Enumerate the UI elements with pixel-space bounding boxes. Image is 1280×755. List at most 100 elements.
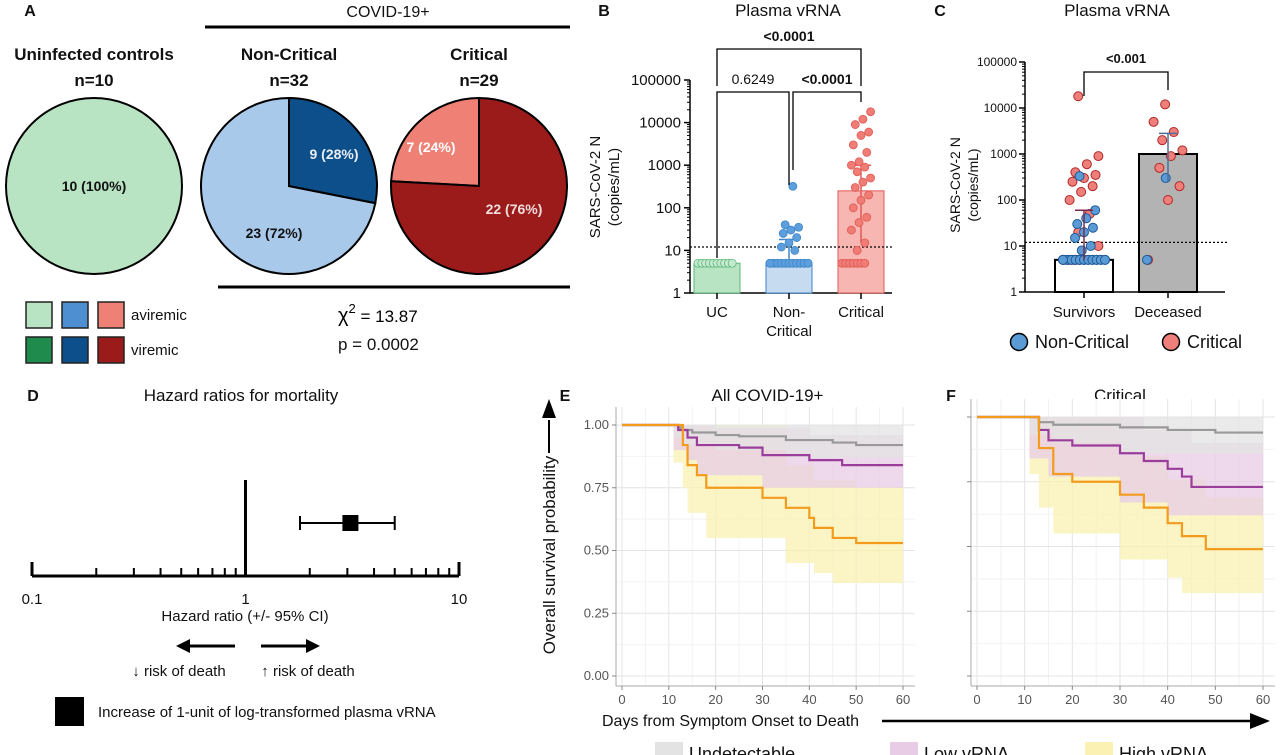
- data-point: [864, 127, 874, 137]
- panel-b: B Plasma vRNA 1 10 100 1000 10000 100000 SARS-Co…: [587, 1, 892, 340]
- covid-header: COVID-19+: [346, 4, 429, 21]
- data-point-noncritical: [1087, 222, 1098, 233]
- panel-label-f: F: [946, 388, 956, 405]
- x-tick-label: 30: [755, 692, 769, 707]
- data-point-noncritical: [1070, 232, 1081, 243]
- data-point: [780, 220, 790, 230]
- data-point-critical: [1064, 195, 1075, 205]
- lower-risk-label: ↓ risk of death: [132, 663, 225, 680]
- legend-swatch: [97, 336, 125, 364]
- panel-label-a: A: [24, 3, 36, 20]
- legend-label: Undetectable: [689, 744, 795, 755]
- y-tick-label: 1000: [648, 157, 681, 174]
- legend-swatch: [61, 336, 89, 364]
- legend-swatch: [25, 336, 53, 364]
- x-tick-label: Deceased: [1134, 304, 1202, 321]
- data-point: [860, 258, 870, 268]
- survival-line: [622, 423, 903, 545]
- data-point: [786, 225, 796, 235]
- data-point: [765, 258, 775, 268]
- data-point-noncritical: [1076, 245, 1087, 256]
- comparison-bracket: [792, 91, 862, 170]
- data-point: [862, 212, 872, 222]
- x-tick-label: 60: [896, 692, 910, 707]
- y-axis-label-2: (copies/mL): [965, 148, 981, 221]
- x-tick-label: 40: [1160, 692, 1174, 707]
- y-tick-label: 1000: [990, 147, 1017, 161]
- data-point: [858, 114, 868, 124]
- x-tick-label: Survivors: [1053, 304, 1116, 321]
- y-tick-label: 10000: [639, 115, 681, 132]
- data-point: [858, 177, 868, 187]
- pie-slice-label: 9 (28%): [309, 146, 358, 162]
- pie-slice-aviremic: [390, 96, 480, 188]
- data-point: [790, 245, 800, 255]
- pie-n: n=32: [269, 71, 308, 90]
- data-point: [852, 245, 862, 255]
- pie-title: Uninfected controls: [14, 45, 174, 64]
- x-tick-label: Critical: [838, 304, 884, 321]
- comparison-bracket: [716, 91, 790, 258]
- data-point-critical: [1154, 162, 1165, 173]
- y-axis-label-2: (copies/mL): [606, 148, 623, 226]
- pie-slice-label: 22 (76%): [486, 201, 543, 217]
- x-tick-label: 1: [241, 591, 249, 608]
- legend-label: High vRNA: [1119, 744, 1208, 755]
- comparison-p-value: <0.0001: [764, 28, 815, 44]
- data-point-noncritical: [1100, 254, 1110, 265]
- x-tick-label: 0: [618, 692, 625, 707]
- y-tick-label: 10: [664, 242, 681, 259]
- data-point-noncritical: [1142, 254, 1152, 265]
- legend-marker: [55, 697, 84, 726]
- data-point-critical: [1073, 91, 1084, 102]
- comparison-p-value: <0.0001: [802, 71, 853, 87]
- data-point: [778, 229, 788, 238]
- data-point: [847, 160, 856, 170]
- y-tick-label: 1.00: [584, 417, 609, 432]
- shared-x-axis: Overall survival probability Days from Sy…: [540, 399, 1270, 755]
- legend-swatch: [25, 301, 53, 329]
- chart-title: All COVID-19+: [712, 386, 824, 405]
- panel-c: C Plasma vRNA 1 10 100 1000 10000 100000 SARS-Co…: [934, 1, 1242, 352]
- pie-n: n=29: [459, 71, 498, 90]
- comparison-p-value: <0.001: [1106, 51, 1146, 66]
- data-point: [850, 183, 860, 192]
- y-tick-label: 0.75: [584, 480, 609, 495]
- data-point: [788, 181, 798, 191]
- y-tick-label: 0.00: [584, 668, 609, 683]
- data-point: [794, 222, 803, 232]
- y-axis-label: Overall survival probability: [540, 455, 559, 654]
- pie-n: n=10: [74, 71, 113, 90]
- x-tick-label: 20: [708, 692, 722, 707]
- data-point: [856, 131, 866, 140]
- data-point-critical: [1081, 159, 1092, 170]
- bar: [765, 262, 813, 294]
- comparison-bracket: [1083, 71, 1169, 96]
- chi-square-stat: χ2 = 13.87: [338, 301, 418, 327]
- data-point-critical: [1160, 99, 1171, 110]
- data-point: [850, 120, 860, 129]
- data-point-critical: [1163, 195, 1173, 205]
- arrow-right-head: [306, 639, 320, 653]
- panel-label-b: B: [598, 3, 610, 20]
- data-point: [784, 238, 794, 248]
- data-point: [854, 218, 864, 227]
- legend-noncritical: Non-Critical: [1035, 332, 1129, 352]
- chart-title: Hazard ratios for mortality: [144, 386, 339, 405]
- y-tick-label: 10: [1004, 239, 1018, 253]
- pie-title: Non-Critical: [241, 45, 337, 64]
- data-point-noncritical: [1160, 173, 1171, 184]
- data-point-critical: [1087, 181, 1098, 192]
- data-point-critical: [1174, 181, 1185, 192]
- bar: [1054, 258, 1114, 293]
- data-point-critical: [1168, 127, 1179, 138]
- data-point: [727, 258, 737, 268]
- y-tick-label: 1: [1010, 285, 1017, 299]
- data-point-critical: [1090, 169, 1101, 180]
- panel-label-d: D: [27, 388, 39, 405]
- legend-label: Low vRNA: [924, 744, 1009, 755]
- y-tick-label: 100000: [977, 55, 1017, 69]
- panel-a: A COVID-19+ Uninfected controls n=10 10 (100…: [5, 3, 570, 364]
- legend-critical: Critical: [1187, 332, 1242, 352]
